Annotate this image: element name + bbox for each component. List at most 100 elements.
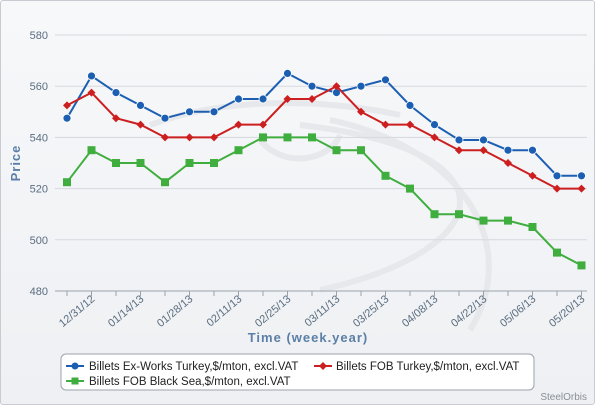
data-point-0-17[interactable] <box>479 135 488 145</box>
x-tick-label: 03/25/13 <box>351 293 392 330</box>
y-axis-title: Price <box>8 145 23 182</box>
data-point-1-4[interactable] <box>161 133 169 142</box>
data-point-0-4[interactable] <box>160 113 170 123</box>
x-tick-label: 02/25/13 <box>253 293 294 330</box>
data-point-2-6[interactable] <box>210 159 218 167</box>
series-line-0 <box>66 72 582 177</box>
data-point-0-10[interactable] <box>307 81 317 91</box>
data-point-2-12[interactable] <box>357 146 365 155</box>
data-point-2-17[interactable] <box>479 216 488 225</box>
legend-marker-ex-works-turkey <box>71 362 79 370</box>
data-point-2-21[interactable] <box>577 261 586 270</box>
data-point-1-15[interactable] <box>430 133 439 142</box>
data-point-0-6[interactable] <box>209 107 219 117</box>
credit-label[interactable]: SteelOrbis <box>540 392 587 403</box>
data-point-1-11[interactable] <box>332 82 341 91</box>
data-point-1-1[interactable] <box>87 88 96 97</box>
data-point-2-7[interactable] <box>234 146 243 155</box>
data-point-0-18[interactable] <box>503 145 513 155</box>
data-point-2-20[interactable] <box>553 248 561 257</box>
data-point-0-8[interactable] <box>258 94 268 104</box>
data-point-2-13[interactable] <box>381 171 390 180</box>
data-point-1-9[interactable] <box>283 95 292 103</box>
data-point-0-0[interactable] <box>62 113 72 123</box>
series-group <box>62 69 586 270</box>
legend[interactable]: Billets Ex-Works Turkey,$/mton, excl.VAT… <box>60 353 535 391</box>
data-point-1-16[interactable] <box>455 146 463 155</box>
data-point-0-1[interactable] <box>87 71 96 81</box>
data-point-0-12[interactable] <box>356 81 366 91</box>
data-point-2-16[interactable] <box>455 210 463 219</box>
data-point-1-8[interactable] <box>259 120 267 129</box>
y-tick-label: 540 <box>30 132 48 144</box>
x-tick-label: 05/06/13 <box>498 293 539 330</box>
legend-marker-fob-black-sea <box>71 377 79 385</box>
watermark-logo <box>148 100 492 332</box>
data-point-2-8[interactable] <box>259 133 267 142</box>
legend-item-fob-turkey[interactable]: Billets FOB Turkey,$/mton, excl.VAT <box>314 361 519 373</box>
x-tick-label: 01/28/13 <box>155 293 196 330</box>
data-point-2-2[interactable] <box>112 159 120 167</box>
series-line-2 <box>66 136 582 267</box>
data-point-2-14[interactable] <box>406 184 414 193</box>
data-point-0-19[interactable] <box>528 145 537 155</box>
x-tick-label: 04/08/13 <box>400 293 441 330</box>
series-2[interactable] <box>63 133 586 270</box>
x-tick-label: 03/11/13 <box>303 293 343 329</box>
y-tick-label: 580 <box>30 30 48 42</box>
data-point-0-20[interactable] <box>552 171 562 181</box>
data-point-1-0[interactable] <box>63 101 71 110</box>
data-point-1-3[interactable] <box>136 120 145 129</box>
data-point-1-2[interactable] <box>112 114 120 123</box>
data-point-1-21[interactable] <box>577 184 586 193</box>
data-point-0-9[interactable] <box>283 69 292 78</box>
data-point-1-7[interactable] <box>234 120 243 129</box>
data-point-2-1[interactable] <box>87 146 96 155</box>
data-point-2-15[interactable] <box>430 210 439 219</box>
data-point-2-11[interactable] <box>332 146 341 155</box>
data-point-1-6[interactable] <box>210 133 218 142</box>
data-point-0-2[interactable] <box>111 88 121 97</box>
legend-box <box>60 353 535 391</box>
data-point-0-7[interactable] <box>234 94 243 104</box>
data-point-2-9[interactable] <box>283 133 292 142</box>
series-1[interactable] <box>63 82 586 193</box>
data-point-0-15[interactable] <box>430 120 439 129</box>
data-point-1-13[interactable] <box>381 120 390 129</box>
data-point-1-14[interactable] <box>406 120 414 129</box>
data-point-1-10[interactable] <box>308 95 316 103</box>
data-point-2-3[interactable] <box>136 159 145 167</box>
x-tick-label: 02/11/13 <box>205 293 245 329</box>
data-point-0-21[interactable] <box>577 171 586 181</box>
y-tick-label: 480 <box>30 286 48 298</box>
series-0[interactable] <box>62 69 586 181</box>
x-axis-title: Time (week.year) <box>248 330 369 345</box>
data-point-1-5[interactable] <box>185 133 194 142</box>
data-point-1-19[interactable] <box>528 171 537 180</box>
data-point-1-18[interactable] <box>504 159 512 167</box>
data-point-2-5[interactable] <box>185 159 194 167</box>
data-point-0-3[interactable] <box>136 101 145 110</box>
x-tick-label: 12/31/12 <box>57 293 98 330</box>
data-point-2-0[interactable] <box>63 178 71 187</box>
y-axis-ticks: 480 500 520 540 560 580 <box>30 30 48 298</box>
legend-item-ex-works-turkey[interactable]: Billets Ex-Works Turkey,$/mton, excl.VAT <box>66 361 298 373</box>
data-point-1-20[interactable] <box>553 184 561 193</box>
data-point-0-13[interactable] <box>381 75 390 85</box>
data-point-2-18[interactable] <box>504 216 512 225</box>
data-point-0-16[interactable] <box>454 135 464 145</box>
legend-item-fob-black-sea[interactable]: Billets FOB Black Sea,$/mton, excl.VAT <box>66 376 291 388</box>
data-point-1-17[interactable] <box>479 146 488 155</box>
legend-label-fob-black-sea: Billets FOB Black Sea,$/mton, excl.VAT <box>89 376 291 388</box>
x-tick-label: 04/22/13 <box>449 293 490 330</box>
data-point-2-4[interactable] <box>161 178 169 187</box>
data-point-1-12[interactable] <box>357 107 365 116</box>
data-point-0-14[interactable] <box>405 101 415 110</box>
data-point-2-10[interactable] <box>308 133 316 142</box>
series-line-1 <box>66 85 582 190</box>
legend-label-fob-turkey: Billets FOB Turkey,$/mton, excl.VAT <box>336 361 519 373</box>
data-point-0-5[interactable] <box>185 107 194 117</box>
data-point-2-19[interactable] <box>528 223 537 231</box>
